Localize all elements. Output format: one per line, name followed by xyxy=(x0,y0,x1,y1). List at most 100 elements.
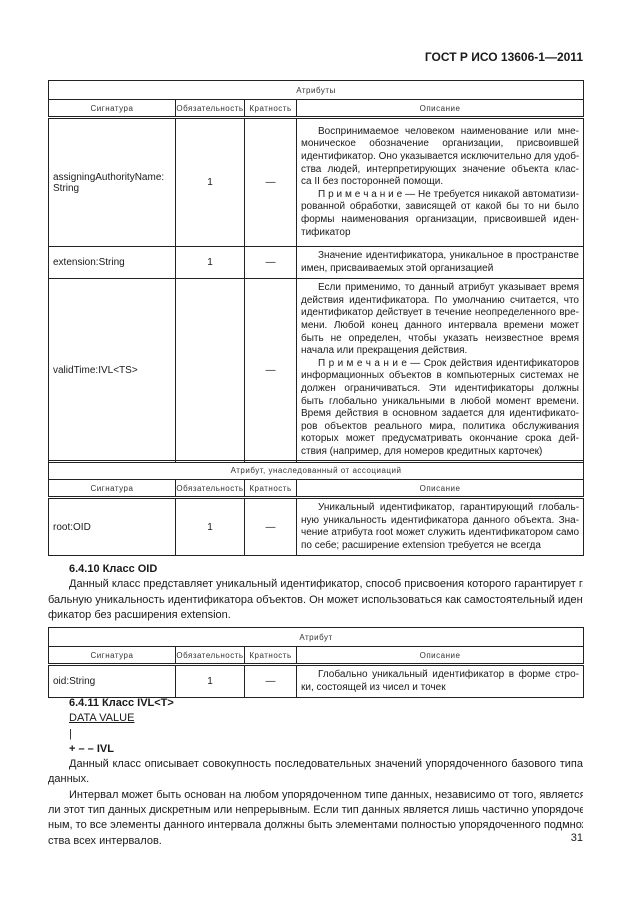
description-line: должен ограничиваться. Эти идентификатор… xyxy=(301,382,579,394)
required-cell: 1 xyxy=(175,663,245,699)
diagram-text: DATA VALUE xyxy=(69,712,135,725)
required-cell: 1 xyxy=(175,496,245,557)
paragraph-line: Интервал может быть основан на любом упо… xyxy=(69,788,583,801)
inherited-attributes-table: Атрибут, унаследованный от ассоциаций Сиг… xyxy=(47,460,585,557)
description-line: формы наименования организации, присвоив… xyxy=(301,213,579,225)
column-header-required: Обязательность xyxy=(175,479,245,499)
description-line: ства людей, интерпретирующих значение об… xyxy=(301,163,579,175)
description-line: Значение идентификатора, уникальное в пр… xyxy=(318,250,579,261)
multiplicity-cell: — xyxy=(244,278,297,463)
description-line: быть не определен, чтобы указать неизвес… xyxy=(301,332,579,344)
document-header: ГОСТ Р ИСО 13606-1—2011 xyxy=(424,50,583,64)
description-line: идентификатор. Оно указывается исключите… xyxy=(301,151,579,163)
signature-line: extension:String xyxy=(53,257,125,269)
table-row: extension:String 1— Значение идентификатор… xyxy=(48,245,584,280)
column-header-multiplicity: Кратность xyxy=(244,479,297,499)
class-diagram-line: + – – IVL xyxy=(48,742,583,757)
column-header-signature: Сигнатура xyxy=(48,646,176,666)
signature-line: assigningAuthorityName: xyxy=(53,171,165,183)
section-6-4-10: 6.4.10 Класс OID Данный класс представляе… xyxy=(48,562,583,623)
description-line: тификатор xyxy=(301,226,351,238)
signature-cell: extension:String xyxy=(48,245,176,280)
table-row: validTime:IVL<TS> — Если применимо, то дан… xyxy=(48,278,584,463)
table-title-row: Атрибут xyxy=(48,627,584,647)
paragraph-line: Данный класс описывает совокупность посл… xyxy=(69,758,583,771)
description-line: чение атрибута root может служить иденти… xyxy=(301,527,580,539)
table-title: Атрибуты xyxy=(48,80,584,100)
description-line: Глобально уникальный идентификатор в фор… xyxy=(318,669,579,680)
column-header-row: Сигнатура Обязательность Кратность Описание xyxy=(48,646,584,666)
paragraph-line: ным, то все элементы данного интервала д… xyxy=(48,819,583,832)
description-line: Воспринимаемое человеком наименование ил… xyxy=(318,125,579,137)
signature-cell: assigningAuthorityName: String xyxy=(48,117,176,247)
column-header-required: Обязательность xyxy=(175,99,245,119)
diagram-text: + – – IVL xyxy=(69,742,114,755)
description-line: рованной обработки, зависящей от какой б… xyxy=(301,201,579,213)
description-cell: Значение идентификатора, уникальное в пр… xyxy=(296,245,584,280)
description-line: са II без посторонней помощи. xyxy=(301,176,444,188)
signature-cell: root:OID xyxy=(48,496,176,557)
required-cell: 1 xyxy=(175,245,245,280)
description-line: Если применимо, то данный атрибут указыв… xyxy=(318,282,579,294)
column-header-signature: Сигнатура xyxy=(48,479,176,499)
attributes-table: Атрибуты Сигнатура Обязательность Кратность… xyxy=(48,80,584,463)
description-line: действия идентификатора. По умолчанию сч… xyxy=(301,294,579,306)
column-header-description: Описание xyxy=(296,646,584,666)
multiplicity-cell: — xyxy=(244,117,297,247)
column-header-row: Сигнатура Обязательность Кратность Описание xyxy=(48,99,584,119)
paragraph-line: ли этот тип данных дискретным или непрер… xyxy=(48,804,583,817)
description-cell: Воспринимаемое человеком наименование ил… xyxy=(296,117,584,247)
table-row: assigningAuthorityName: String 1— Восприним… xyxy=(48,117,584,247)
paragraph-line: бальную уникальность идентификатора объе… xyxy=(48,593,583,606)
diagram-text: | xyxy=(69,727,72,740)
oid-attribute-table: Атрибут Сигнатура Обязательность Кратность О… xyxy=(48,627,584,699)
page-number: 31 xyxy=(570,832,583,844)
table-title: Атрибут, унаследованный от ассоциаций xyxy=(47,460,585,480)
paragraph-line: фикатор без расширения extension. xyxy=(48,608,231,621)
signature-line: validTime:IVL<TS> xyxy=(53,364,138,376)
class-diagram-line: | xyxy=(48,727,583,742)
multiplicity-cell: — xyxy=(244,496,297,557)
column-header-multiplicity: Кратность xyxy=(244,646,297,666)
class-diagram-line: DATA VALUE xyxy=(48,711,583,726)
description-line: по себе; расширение extension требуется … xyxy=(301,539,541,551)
column-header-signature: Сигнатура xyxy=(48,99,176,119)
signature-cell: validTime:IVL<TS> xyxy=(48,278,176,463)
signature-cell: oid:String xyxy=(48,663,176,699)
description-line: информационных объектов в компьютерных с… xyxy=(301,370,579,382)
paragraph-line: данных. xyxy=(48,773,90,786)
description-line: имен, присваиваемых этой организацией xyxy=(301,262,494,274)
signature-line: oid:String xyxy=(53,676,96,688)
table-title: Атрибут xyxy=(48,627,584,647)
section-heading: 6.4.11 Класс IVL<T> xyxy=(69,697,174,709)
column-header-required: Обязательность xyxy=(175,646,245,666)
paragraph-line: Данный класс представляет уникальный иде… xyxy=(69,578,583,591)
description-line: П р и м е ч а н и е — Срок действия иден… xyxy=(318,357,579,369)
description-line: быть глобально уникальными в любой момен… xyxy=(301,395,579,407)
column-header-multiplicity: Кратность xyxy=(244,99,297,119)
description-line: Время действия в основном задается для и… xyxy=(301,408,579,420)
column-header-description: Описание xyxy=(295,479,585,499)
description-line: ки, состоящей из чисел и точек xyxy=(301,681,446,693)
description-line: идентификатор действует в течение неопре… xyxy=(301,307,579,319)
multiplicity-cell: — xyxy=(244,663,297,699)
signature-line: String xyxy=(53,182,80,194)
description-line: ствия (например, для номеров кредитных к… xyxy=(301,445,543,457)
table-title-row: Атрибуты xyxy=(48,80,584,100)
table-row: root:OID 1— Уникальный идентификатор, гара… xyxy=(48,496,585,557)
multiplicity-cell: — xyxy=(244,245,297,280)
description-line: начала или прекращения действия. xyxy=(301,345,468,357)
description-cell: Уникальный идентификатор, гарантирующий … xyxy=(295,496,585,557)
description-cell: Если применимо, то данный атрибут указыв… xyxy=(296,278,584,463)
paragraph-line: ства всех интервалов. xyxy=(48,834,162,847)
description-cell: Глобально уникальный идентификатор в фор… xyxy=(296,663,584,699)
description-line: П р и м е ч а н и е — Не требуется никак… xyxy=(318,188,579,200)
description-line: мени. Любой конец данного интервала врем… xyxy=(301,319,579,331)
required-cell: 1 xyxy=(175,117,245,247)
section-heading: 6.4.10 Класс OID xyxy=(69,563,158,575)
description-line: моническое обозначение организации, прис… xyxy=(301,138,579,150)
section-6-4-11: 6.4.11 Класс IVL<T> DATA VALUE | + – – IVL Д… xyxy=(48,696,583,849)
description-line: ров объектов реального мира, политика об… xyxy=(301,420,579,432)
signature-line: root:OID xyxy=(53,521,91,533)
column-header-row: Сигнатура Обязательность Кратность Описание xyxy=(48,479,585,499)
